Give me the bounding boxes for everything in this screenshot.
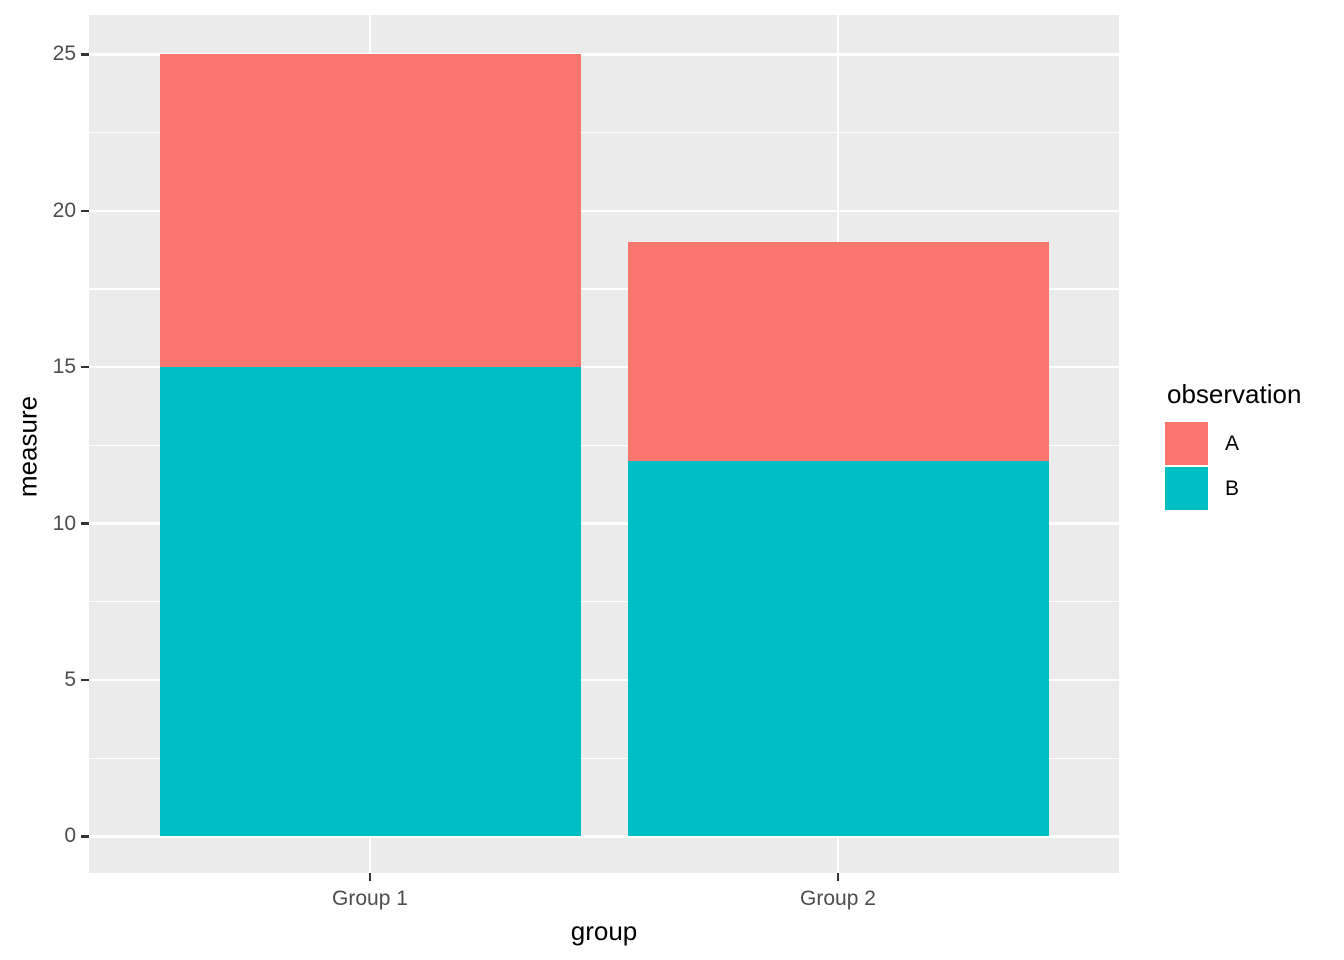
gridline-major <box>89 522 1119 525</box>
plot-panel <box>89 15 1119 873</box>
x-tick-mark <box>836 873 840 881</box>
gridline-major <box>89 365 1119 369</box>
y-tick-label: 15 <box>52 355 76 379</box>
gridline-major <box>89 209 1119 213</box>
gridline-minor <box>89 444 1119 447</box>
y-tick-mark <box>81 835 89 838</box>
y-tick-mark <box>81 209 89 213</box>
x-tick-label: Group 1 <box>332 887 408 910</box>
y-tick-mark <box>81 53 89 56</box>
bar-segment-a-2 <box>627 242 1049 462</box>
bar-segment-b-2 <box>627 461 1049 837</box>
legend-label-b: B <box>1225 476 1240 500</box>
x-tick-label: Group 2 <box>800 887 876 910</box>
y-tick-label: 0 <box>64 824 76 848</box>
y-tick-label: 20 <box>52 198 76 222</box>
x-tick-mark <box>368 873 372 881</box>
legend: observation A B <box>1165 381 1340 512</box>
gridline-major <box>89 53 1119 56</box>
y-tick-label: 25 <box>52 42 76 66</box>
legend-item-a: A <box>1165 422 1340 465</box>
bar-segment-b-1 <box>159 367 581 837</box>
legend-swatch-a-icon <box>1165 422 1208 465</box>
y-tick-label: 10 <box>52 511 76 535</box>
gridline-minor <box>89 288 1119 290</box>
gridline-minor <box>89 131 1119 134</box>
legend-label-a: A <box>1225 431 1240 455</box>
legend-item-b: B <box>1165 467 1340 510</box>
y-tick-mark <box>81 365 89 369</box>
gridline-minor <box>89 757 1119 759</box>
gridline-minor <box>89 601 1119 603</box>
gridline-major <box>89 835 1119 838</box>
y-axis-title: measure <box>12 395 43 498</box>
legend-swatch-b-icon <box>1165 467 1208 510</box>
x-axis-title: group <box>570 916 638 946</box>
y-tick-mark <box>81 522 89 525</box>
gridline-major <box>89 678 1119 682</box>
y-tick-mark <box>81 678 89 682</box>
y-tick-label: 5 <box>64 668 76 691</box>
bar-segment-a-1 <box>159 54 581 368</box>
legend-title: observation <box>1167 379 1302 409</box>
